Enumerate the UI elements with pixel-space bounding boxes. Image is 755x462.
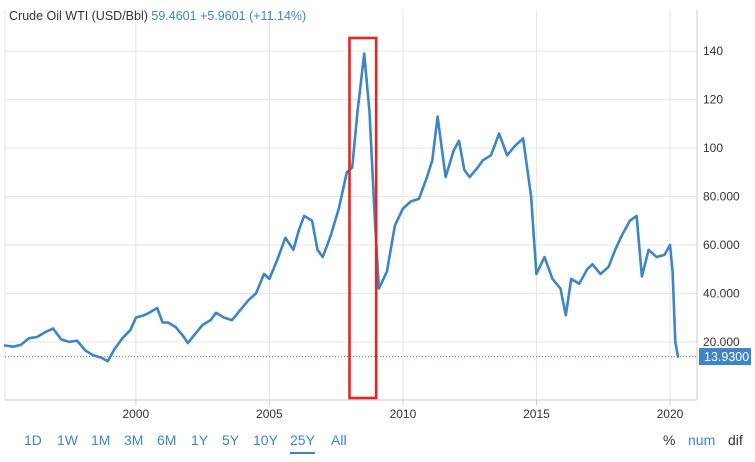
legend-price: 59.4601 <box>151 9 197 23</box>
y-tick-label: 40.000 <box>703 286 740 300</box>
y-tick-label: 120 <box>703 93 723 107</box>
x-tick-label: 2000 <box>123 407 150 421</box>
last-price-tag <box>699 348 751 366</box>
x-tick-label: 2020 <box>657 407 684 421</box>
x-tick-label: 2005 <box>256 407 283 421</box>
chart-legend: Crude Oil WTI (USD/Bbl) 59.4601 +5.9601 … <box>9 9 306 23</box>
y-tick-label: 20.000 <box>703 335 740 349</box>
y-tick-label: 60.000 <box>703 238 740 252</box>
range-button-all[interactable]: All <box>331 432 347 448</box>
legend-instrument: Crude Oil WTI (USD/Bbl) <box>9 9 148 23</box>
range-button-1m[interactable]: 1M <box>91 432 111 448</box>
range-button-10y[interactable]: 10Y <box>253 432 278 448</box>
price-chart[interactable]: 2000 2005 2010 2015 2020 20.000 40.000 60.000 8… <box>0 0 755 428</box>
y-tick-label: 140 <box>703 44 723 58</box>
mode-button-percent[interactable]: % <box>663 432 676 448</box>
range-button-5y[interactable]: 5Y <box>222 432 240 448</box>
chart-grid <box>5 10 697 400</box>
highlight-box <box>348 36 378 400</box>
y-tick-label: 100 <box>703 141 723 155</box>
series-line-crude-oil-wti[interactable] <box>3 52 680 363</box>
range-button-3m[interactable]: 3M <box>124 432 144 448</box>
y-axis: 20.000 40.000 60.000 80.000 100 120 140 <box>703 44 740 349</box>
legend-change: +5.9601 <box>200 9 246 23</box>
x-tick-label: 2015 <box>523 407 550 421</box>
range-selector: 1D 1W 1M 3M 6M 1Y 5Y 10Y 25Y All % num d… <box>0 428 755 462</box>
y-tick-label: 80.000 <box>703 190 740 204</box>
range-button-1y[interactable]: 1Y <box>191 432 209 448</box>
x-axis: 2000 2005 2010 2015 2020 <box>123 400 684 421</box>
legend-change-pct: (+11.14%) <box>249 9 307 23</box>
range-button-6m[interactable]: 6M <box>157 432 177 448</box>
mode-button-dif[interactable]: dif <box>728 432 743 448</box>
mode-button-num[interactable]: num <box>688 432 716 448</box>
range-button-1d[interactable]: 1D <box>24 432 42 448</box>
range-button-1w[interactable]: 1W <box>57 432 78 448</box>
last-price-label: 13.9300 <box>704 350 749 364</box>
range-button-25y[interactable]: 25Y <box>290 430 315 454</box>
x-tick-label: 2010 <box>390 407 417 421</box>
